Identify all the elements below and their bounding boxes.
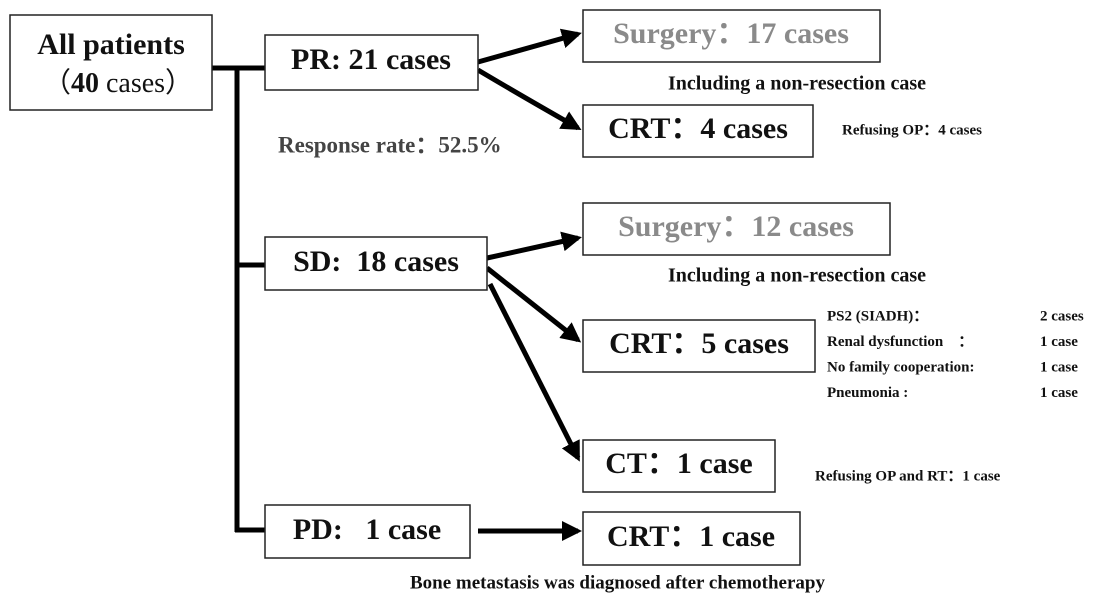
reason-count: 1 case xyxy=(1040,385,1078,401)
root-title: All patients xyxy=(37,28,185,61)
connectors xyxy=(212,65,265,533)
pr-crt-label: CRT：4 cases xyxy=(608,112,788,145)
reason-label: Pneumonia : xyxy=(827,385,908,401)
root-count-close: cases） xyxy=(99,67,193,99)
pr-surgery-label: Surgery：17 cases xyxy=(613,17,849,50)
sd-crt-reasons: PS2 (SIADH)： 2 cases Renal dysfunction ： 1 … xyxy=(827,308,1084,401)
sd-surgery-label: Surgery：12 cases xyxy=(618,210,854,243)
root-count-open: （ xyxy=(43,67,71,99)
sd-label: SD: 18 cases xyxy=(293,245,459,278)
reason-count: 1 case xyxy=(1040,359,1078,375)
pr-surgery-note: Including a non-resection case xyxy=(668,73,926,95)
root-count-number: 40 xyxy=(71,68,99,99)
sd-ct-box xyxy=(582,439,776,493)
pd-crt-label: CRT：1 case xyxy=(607,520,775,553)
reason-count: 2 cases xyxy=(1040,308,1084,324)
sd-crt-label: CRT：5 cases xyxy=(609,327,789,360)
sd-box xyxy=(264,236,488,291)
response-rate: Response rate：52.5% xyxy=(278,132,502,157)
pr-crt-box xyxy=(582,104,814,158)
sd-surgery-note: Including a non-resection case xyxy=(668,265,926,287)
pr-box xyxy=(264,34,479,91)
pd-crt-box xyxy=(582,511,801,566)
pd-label: PD: 1 case xyxy=(293,513,441,546)
reason-label: PS2 (SIADH)： xyxy=(827,308,928,324)
reason-label: No family cooperation: xyxy=(827,359,974,375)
root-box xyxy=(9,14,213,111)
sd-ct-note: Refusing OP and RT：1 case xyxy=(815,468,1001,484)
pr-label: PR: 21 cases xyxy=(291,43,451,76)
arrows xyxy=(476,28,582,541)
sd-ct-label: CT：1 case xyxy=(605,447,752,480)
pr-crt-note: Refusing OP：4 cases xyxy=(842,122,982,138)
sd-crt-box xyxy=(582,319,816,373)
reason-count: 1 case xyxy=(1040,334,1078,350)
root-count: （40 cases） xyxy=(8,67,214,99)
pr-surgery-box xyxy=(582,9,881,63)
pd-crt-note: Bone metastasis was diagnosed after chem… xyxy=(410,572,825,593)
pd-box xyxy=(264,504,471,559)
sd-surgery-box xyxy=(582,202,891,256)
reason-label: Renal dysfunction ： xyxy=(827,334,973,350)
